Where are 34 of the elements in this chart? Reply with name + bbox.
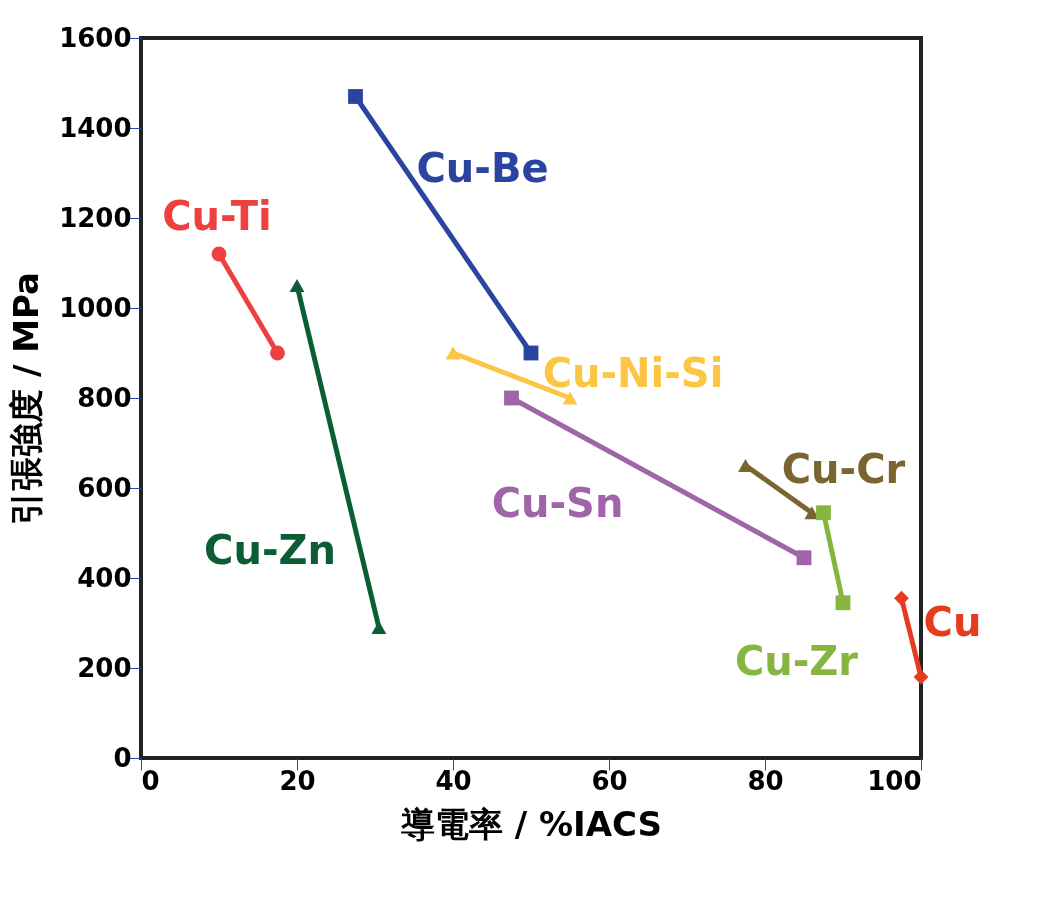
series-label: Cu-Ti — [162, 193, 272, 239]
series-label: Cu-Zn — [204, 526, 336, 573]
series-label: Cu — [923, 599, 982, 646]
x-tick-label: 40 — [435, 765, 472, 796]
x-axis-title: 導電率 / %IACS — [399, 803, 663, 844]
y-tick-label: 1600 — [59, 22, 132, 53]
y-tick-label: 200 — [77, 652, 132, 683]
y-axis-title: 引張強度 / MPa — [6, 272, 47, 525]
point — [504, 390, 519, 406]
x-tick-label: 100 — [867, 765, 922, 796]
y-tick-label: 800 — [77, 382, 132, 413]
x-tick-label: 80 — [747, 765, 784, 796]
point — [913, 669, 929, 685]
y-tick-label: 0 — [113, 742, 132, 773]
series-label: Cu-Sn — [491, 480, 624, 526]
series-label: Cu-Zr — [734, 637, 859, 684]
y-tick-label: 1200 — [59, 202, 132, 233]
y-tick-label: 600 — [77, 472, 132, 503]
series-label: Cu-Cr — [781, 445, 906, 492]
point — [796, 550, 812, 566]
point — [835, 595, 851, 611]
series-label: Cu-Be — [416, 144, 549, 191]
y-tick-label: 1000 — [59, 292, 132, 323]
y-tick-label: 400 — [77, 562, 132, 593]
point — [270, 345, 285, 361]
series-label: Cu-Ni-Si — [542, 350, 724, 396]
x-tick-label: 0 — [141, 765, 160, 796]
y-tick-label: 1400 — [59, 112, 132, 143]
x-tick-label: 20 — [279, 765, 316, 796]
point — [348, 89, 363, 104]
point — [894, 590, 909, 606]
x-tick-label: 60 — [591, 765, 628, 796]
point — [816, 505, 831, 521]
point — [211, 246, 227, 262]
